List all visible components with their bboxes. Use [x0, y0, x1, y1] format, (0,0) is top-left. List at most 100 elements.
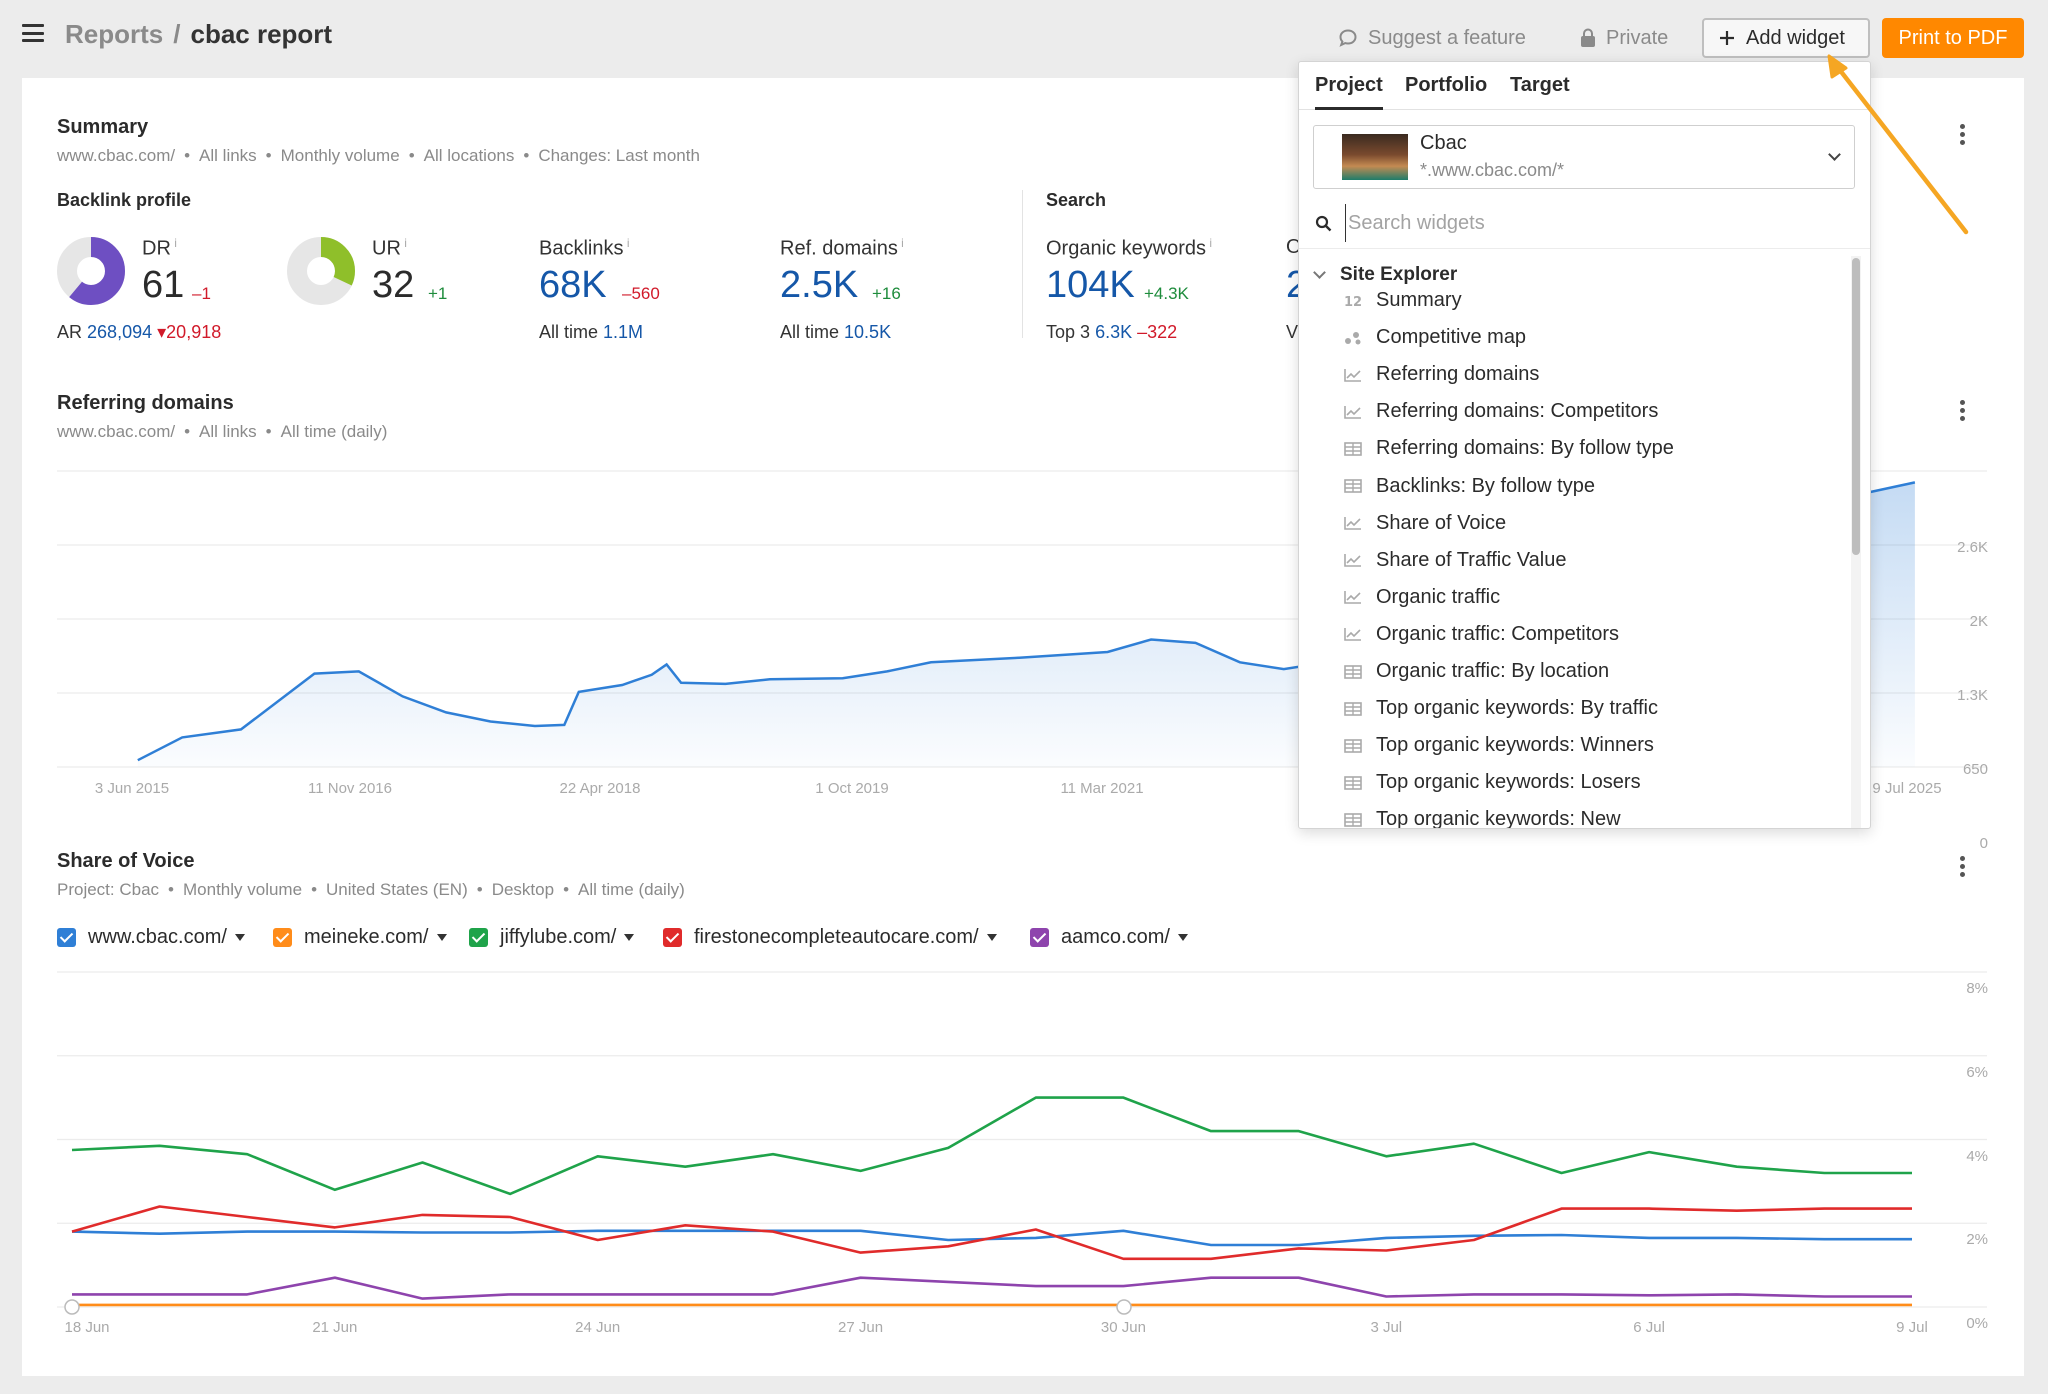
widget-item[interactable]: Referring domains: By follow type [1299, 430, 1839, 467]
summary-title: Summary [57, 116, 149, 138]
widget-item[interactable]: Top organic keywords: New [1299, 801, 1839, 828]
project-select[interactable]: Cbac *.www.cbac.com/* [1313, 125, 1855, 189]
backlinks-value[interactable]: 68K [539, 264, 607, 306]
widget-item[interactable]: Organic traffic: Competitors [1299, 616, 1839, 653]
widget-item[interactable]: Backlinks: By follow type [1299, 468, 1839, 505]
caret-down-icon [436, 933, 447, 941]
checkbox-icon[interactable] [57, 927, 76, 947]
series-line [71, 1096, 1912, 1196]
widget-item-label: Share of Traffic Value [1376, 548, 1567, 571]
widget-item[interactable]: Organic traffic: By location [1299, 653, 1839, 690]
organic-keywords-value[interactable]: 104K [1046, 264, 1135, 306]
referring-domains-title: Referring domains [57, 392, 234, 414]
widget-item[interactable]: Referring domains [1299, 356, 1839, 393]
breadcrumb-reports[interactable]: Reports [65, 19, 164, 49]
caret-down-icon [1177, 933, 1188, 941]
x-tick-label: 30 Jun [1100, 1319, 1146, 1336]
add-widget-button[interactable]: Add widget [1702, 18, 1870, 58]
referring-domains-more-icon[interactable] [1960, 400, 1966, 424]
legend-item-jiffylube[interactable]: jiffylube.com/ [469, 924, 635, 950]
checkbox-icon[interactable] [469, 927, 488, 947]
y-tick-label: 8% [1966, 980, 1988, 997]
tab-project[interactable]: Project [1315, 74, 1383, 110]
share-of-voice-meta: Project: Cbac • Monthly volume • United Stat… [57, 880, 685, 899]
annotation-markers [64, 1299, 1132, 1315]
checkbox-icon[interactable] [1030, 927, 1049, 947]
line-chart-icon [1344, 405, 1376, 419]
ref-domains-value[interactable]: 2.5K [780, 264, 859, 306]
checkbox-icon[interactable] [663, 927, 682, 947]
table-icon [1344, 775, 1376, 790]
section-divider [1022, 190, 1023, 338]
ur-delta: +1 [428, 284, 448, 303]
widget-item[interactable]: Organic traffic [1299, 579, 1839, 616]
widget-item[interactable]: Competitive map [1299, 319, 1839, 356]
table-icon [1344, 664, 1376, 679]
menu-icon[interactable] [22, 24, 44, 42]
tab-target[interactable]: Target [1510, 74, 1570, 96]
widget-item-label: Organic traffic [1376, 585, 1501, 608]
share-of-voice-title: Share of Voice [57, 850, 195, 872]
widget-item[interactable]: Share of Voice [1299, 505, 1839, 542]
y-tick-label: 0% [1966, 1315, 1988, 1332]
chevron-down-icon [1828, 148, 1841, 161]
search-widgets-input[interactable] [1345, 204, 1845, 242]
private-toggle[interactable]: Private [1580, 19, 1668, 57]
widget-item[interactable]: Top organic keywords: Losers [1299, 764, 1839, 801]
table-icon [1344, 479, 1376, 493]
widget-item[interactable]: Top organic keywords: By traffic [1299, 690, 1839, 727]
x-tick-label: 22 Apr 2018 [559, 780, 641, 797]
chevron-down-icon [1313, 266, 1326, 279]
annotation-marker-icon[interactable] [64, 1299, 80, 1315]
ur-value: 32 [372, 264, 415, 306]
y-tick-label: 650 [1962, 761, 1988, 778]
ref-domains-alltime: All time 10.5K [780, 322, 892, 342]
widget-item-label: Summary [1376, 289, 1462, 311]
search-title: Search [1046, 190, 1107, 210]
widget-item-label: Referring domains: By follow type [1376, 437, 1674, 460]
x-tick-label: 9 Jul [1896, 1319, 1928, 1336]
referring-domains-meta: www.cbac.com/• All links • All time (daily) [57, 422, 388, 441]
scrollbar-thumb[interactable] [1852, 258, 1860, 555]
series-line [72, 1276, 1912, 1300]
line-chart-icon [1344, 368, 1376, 382]
page-title: cbac report [190, 19, 333, 49]
widget-item-label: Share of Voice [1376, 511, 1507, 534]
google-update-marker-icon[interactable] [1116, 1299, 1132, 1315]
ur-label: UR i [372, 236, 407, 260]
widget-item[interactable]: Referring domains: Competitors [1299, 393, 1839, 430]
speech-bubble-icon [1339, 29, 1357, 47]
y-tick-label: 1.3K [1957, 687, 1988, 704]
legend-item-meineke[interactable]: meineke.com/ [273, 924, 447, 950]
dr-label: DR i [142, 236, 177, 260]
widget-item-label: Organic traffic: Competitors [1376, 622, 1620, 645]
legend-item-aamco[interactable]: aamco.com/ [1030, 924, 1188, 950]
project-name: Cbac [1420, 132, 1467, 154]
widget-item[interactable]: Top organic keywords: Winners [1299, 727, 1839, 764]
backlinks-label: Backlinks i [539, 236, 630, 260]
x-tick-label: 11 Mar 2021 [1060, 780, 1144, 797]
x-tick-label: 18 Jun [64, 1319, 110, 1336]
legend-item-cbac[interactable]: www.cbac.com/ [57, 924, 245, 950]
caret-down-icon [234, 933, 245, 941]
line-chart-icon [1344, 553, 1376, 567]
group-site-explorer[interactable]: Site Explorer [1313, 264, 1457, 286]
panel-tabs: Project Portfolio Target [1299, 62, 1870, 110]
table-icon [1344, 701, 1376, 716]
widget-item[interactable]: Share of Traffic Value [1299, 542, 1839, 579]
share-of-voice-chart [57, 971, 1987, 1315]
ref-domains-label: Ref. domains i [780, 236, 904, 260]
widget-item[interactable]: 12 Summary [1299, 282, 1839, 319]
print-to-pdf-button[interactable]: Print to PDF [1882, 18, 2024, 58]
widget-item-label: Referring domains: Competitors [1376, 400, 1659, 423]
line-chart-icon [1344, 627, 1376, 642]
tab-portfolio[interactable]: Portfolio [1405, 74, 1488, 96]
share-of-voice-more-icon[interactable] [1960, 856, 1966, 880]
backlink-profile-title: Backlink profile [57, 190, 192, 210]
x-tick-label: 27 Jun [838, 1319, 884, 1336]
widget-item-label: Competitive map [1376, 326, 1527, 349]
checkbox-icon[interactable] [273, 927, 292, 947]
widget-item-label: Top organic keywords: Winners [1376, 734, 1654, 757]
legend-item-firestone[interactable]: firestonecompleteautocare.com/ [663, 924, 997, 950]
suggest-feature-button[interactable]: Suggest a feature [1338, 19, 1526, 57]
